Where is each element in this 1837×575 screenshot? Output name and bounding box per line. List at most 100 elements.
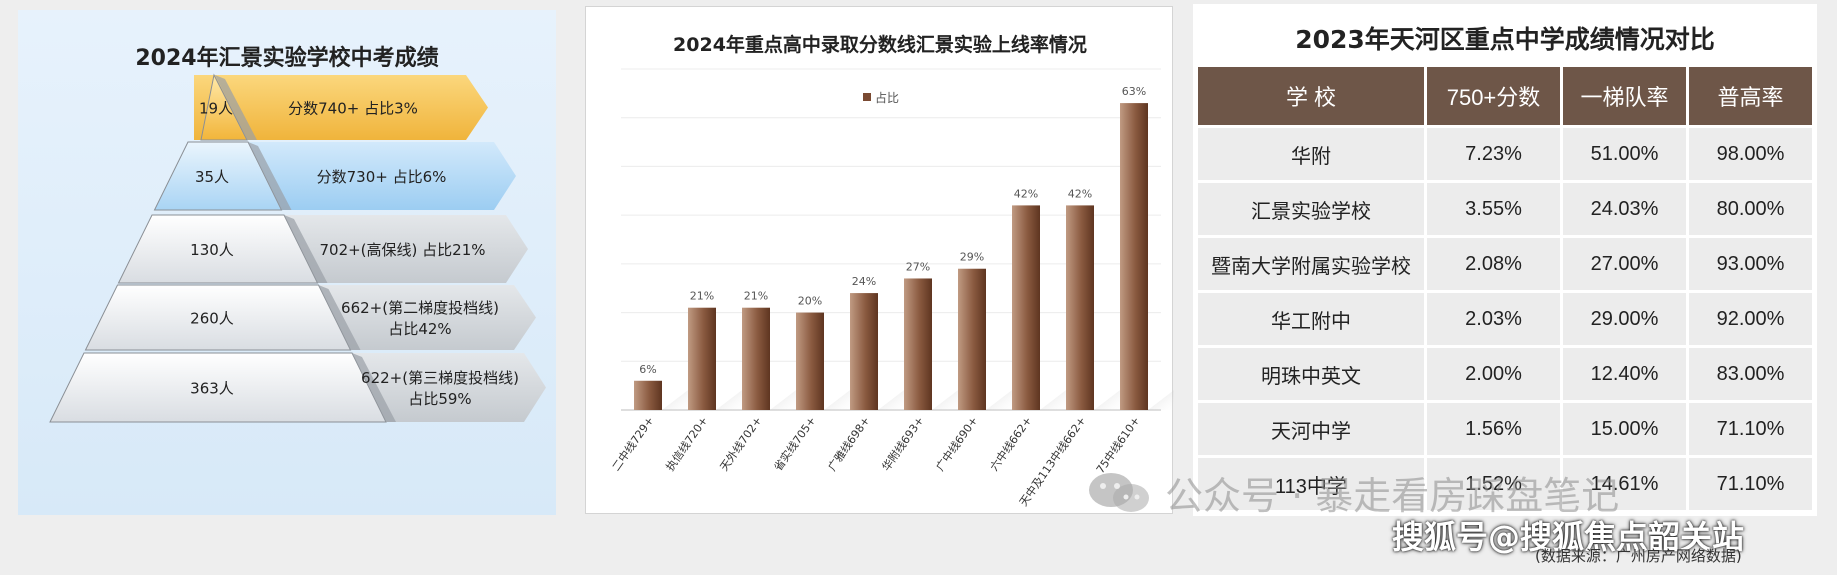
pyramid-desc-label: 占比59%: [408, 390, 471, 408]
category-label: 省实线705+: [771, 414, 819, 474]
cell-highschool-rate: 83.00%: [1689, 348, 1812, 400]
bar-value-label: 42%: [1068, 187, 1092, 200]
legend-swatch: [863, 93, 871, 101]
bar-value-label: 21%: [744, 290, 768, 303]
bar-value-label: 29%: [960, 251, 984, 264]
cell-tier1-rate: 24.03%: [1563, 183, 1686, 235]
cell-highschool-rate: 92.00%: [1689, 293, 1812, 345]
bar: [796, 312, 824, 410]
cell-school: 汇景实验学校: [1198, 183, 1424, 235]
comparison-table-panel: 2023年天河区重点中学成绩情况对比 学 校 750+分数 一梯队率 普高率 华…: [1193, 4, 1817, 516]
table-row: 113中学 1.52% 14.61% 71.10%: [1198, 458, 1812, 510]
pyramid-count-label: 35人: [195, 168, 229, 186]
pyramid-banner: [194, 75, 488, 140]
pyramid-desc-label: 662+(第二梯度投档线): [341, 299, 499, 317]
table-header-row: 学 校 750+分数 一梯队率 普高率: [1198, 67, 1812, 125]
cell-tier1-rate: 14.61%: [1563, 458, 1686, 510]
pyramid-panel: 19人 分数740+ 占比3% 35人 分数730+ 占比6% 130人 702+(高保线…: [18, 10, 556, 515]
bar-value-label: 24%: [852, 275, 876, 288]
sohu-watermark: 搜狐号@搜狐焦点韶关站: [1392, 518, 1745, 556]
table-row: 明珠中英文 2.00% 12.40% 83.00%: [1198, 348, 1812, 400]
bar: [958, 268, 986, 410]
category-label: 广中线690+: [933, 414, 981, 474]
bar-chart-panel: 2024年重点高中录取分数线汇景实验上线率情况 占比 6% 21% 21% 20% 24…: [585, 6, 1174, 514]
cell-school: 华附: [1198, 128, 1424, 180]
bar: [1066, 205, 1094, 410]
bar-shadow: [932, 384, 966, 410]
pyramid-banner: [223, 142, 516, 210]
category-label: 执信线720+: [663, 414, 711, 474]
pyramid-tier-side: [214, 75, 258, 140]
cell-tier1-rate: 51.00%: [1563, 128, 1686, 180]
cell-school: 天河中学: [1198, 403, 1424, 455]
bar-shadow: [878, 384, 912, 410]
category-label: 75中线610+: [1093, 414, 1142, 476]
pyramid-desc-label: 占比42%: [388, 320, 451, 338]
pyramid-tiers: [49, 73, 396, 423]
bar-shadow: [1040, 384, 1074, 410]
cell-school: 明珠中英文: [1198, 348, 1424, 400]
table-row: 华附 7.23% 51.00% 98.00%: [1198, 128, 1812, 180]
bar-value-label: 20%: [798, 295, 822, 308]
cell-750-score: 7.23%: [1427, 128, 1560, 180]
bar: [742, 307, 770, 410]
chart-value-labels: 6% 21% 21% 20% 24% 27% 29% 42% 42% 63%: [639, 85, 1146, 376]
bar: [904, 278, 932, 410]
pyramid-count-label: 260人: [190, 310, 234, 328]
category-label: 六中线662+: [987, 414, 1035, 474]
wechat-logo-icon: [1089, 473, 1149, 512]
cell-school: 暨南大学附属实验学校: [1198, 238, 1424, 290]
cell-750-score: 3.55%: [1427, 183, 1560, 235]
cell-tier1-rate: 15.00%: [1563, 403, 1686, 455]
cell-750-score: 2.00%: [1427, 348, 1560, 400]
bar: [634, 380, 662, 410]
table-row: 暨南大学附属实验学校 2.08% 27.00% 93.00%: [1198, 238, 1812, 290]
bar-value-label: 27%: [906, 260, 930, 273]
legend-label: 占比: [875, 90, 899, 105]
bar-value-label: 63%: [1122, 85, 1146, 98]
pyramid-count-label: 19人: [199, 100, 233, 118]
wechat-watermark-text: 公众号 · 暴走看房踩盘笔记: [1165, 473, 1620, 518]
chart-bars: [634, 103, 1174, 410]
bar-shadow: [824, 384, 858, 410]
pyramid-tier: [200, 73, 248, 141]
bar-shadow: [716, 384, 750, 410]
pyramid-tier-side: [283, 215, 328, 283]
cell-750-score: 2.08%: [1427, 238, 1560, 290]
bar: [1120, 103, 1148, 410]
chart-title: 2024年重点高中录取分数线汇景实验上线率情况: [673, 33, 1087, 56]
header-school: 学 校: [1198, 67, 1424, 125]
pyramid-desc-label: 分数740+ 占比3%: [288, 100, 418, 118]
pyramid-count-label: 363人: [190, 380, 234, 398]
category-label: 二中线729+: [609, 414, 657, 474]
cell-highschool-rate: 71.10%: [1689, 458, 1812, 510]
cell-tier1-rate: 12.40%: [1563, 348, 1686, 400]
cell-school: 华工附中: [1198, 293, 1424, 345]
bar-chart: 2024年重点高中录取分数线汇景实验上线率情况 占比 6% 21% 21% 20% 24…: [609, 33, 1174, 509]
pyramid-desc-label: 分数730+ 占比6%: [317, 168, 447, 186]
category-label: 广雅线698+: [825, 414, 873, 474]
pyramid-labels: 19人 分数740+ 占比3% 35人 分数730+ 占比6% 130人 702+(高保线…: [190, 100, 519, 409]
cell-750-score: 1.56%: [1427, 403, 1560, 455]
cell-highschool-rate: 98.00%: [1689, 128, 1812, 180]
wechat-watermark: 公众号 · 暴走看房踩盘笔记: [1085, 470, 1619, 518]
chart-legend: 占比: [863, 90, 899, 105]
pyramid-tier-side: [248, 142, 292, 210]
cell-highschool-rate: 71.10%: [1689, 403, 1812, 455]
cell-tier1-rate: 29.00%: [1563, 293, 1686, 345]
comparison-table: 学 校 750+分数 一梯队率 普高率 华附 7.23% 51.00% 98.0…: [1195, 64, 1815, 513]
bar: [850, 293, 878, 410]
cell-750-score: 2.03%: [1427, 293, 1560, 345]
pyramid-banner: [253, 215, 528, 283]
bar-shadow: [662, 384, 696, 410]
table-row: 华工附中 2.03% 29.00% 92.00%: [1198, 293, 1812, 345]
header-highschool-rate: 普高率: [1689, 67, 1812, 125]
pyramid-desc-label: 622+(第三梯度投档线): [361, 369, 519, 387]
bar-value-label: 6%: [639, 363, 656, 376]
pyramid-tier-side: [318, 285, 361, 350]
cell-tier1-rate: 27.00%: [1563, 238, 1686, 290]
pyramid-tier-side: [351, 353, 396, 422]
pyramid-graphic: 19人 分数740+ 占比3% 35人 分数730+ 占比6% 130人 702+(高保线…: [49, 73, 546, 423]
table-row: 汇景实验学校 3.55% 24.03% 80.00%: [1198, 183, 1812, 235]
bar-value-label: 42%: [1014, 187, 1038, 200]
